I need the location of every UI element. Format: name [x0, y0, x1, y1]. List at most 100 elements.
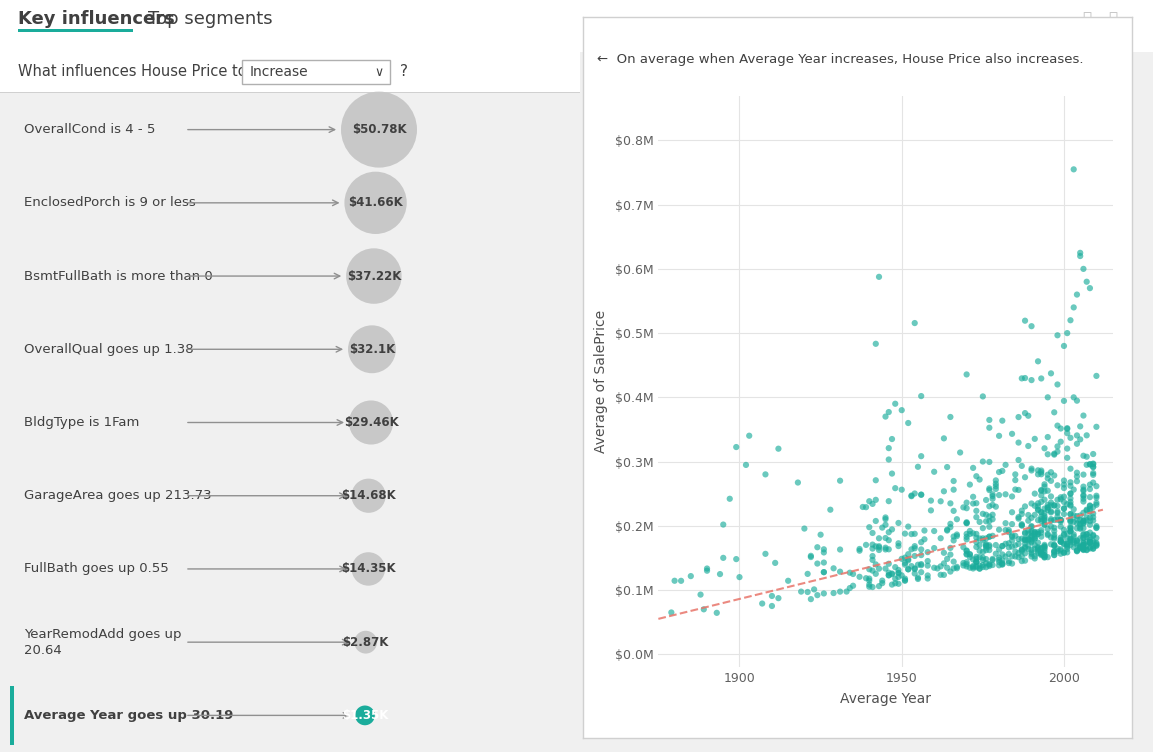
Point	[1023, 320, 1041, 332]
Point	[921, 495, 940, 507]
Point	[1042, 506, 1061, 518]
Point	[1028, 514, 1047, 526]
Point	[1084, 508, 1102, 520]
Point	[1064, 302, 1083, 314]
Point	[1009, 551, 1027, 563]
FancyBboxPatch shape	[242, 60, 390, 84]
Point	[967, 536, 986, 548]
Point	[1023, 550, 1041, 562]
Point	[844, 568, 862, 580]
Point	[960, 562, 979, 574]
Point	[860, 572, 879, 584]
Point	[1068, 535, 1086, 547]
Point	[980, 560, 998, 572]
Point	[925, 465, 943, 478]
Point	[1064, 516, 1083, 528]
Point	[883, 569, 902, 581]
Point	[941, 548, 959, 560]
Point	[971, 551, 989, 563]
Point	[1075, 496, 1093, 508]
Text: BsmtFullBath is more than 0: BsmtFullBath is more than 0	[24, 269, 213, 283]
Point	[869, 540, 888, 552]
Point	[1061, 496, 1079, 508]
Point	[1077, 544, 1095, 556]
Point	[864, 581, 882, 593]
Point	[971, 516, 989, 528]
Text: 👎: 👎	[1108, 11, 1117, 26]
Point	[1009, 547, 1027, 559]
Point	[1068, 289, 1086, 301]
Point	[1023, 520, 1041, 532]
Point	[860, 495, 879, 507]
Point	[798, 586, 816, 598]
Point	[1084, 461, 1102, 473]
Point	[1048, 514, 1067, 526]
Point	[808, 557, 827, 569]
Point	[955, 557, 973, 569]
Point	[1000, 541, 1018, 553]
Point	[1075, 489, 1093, 501]
Point	[1023, 547, 1041, 559]
Point	[1025, 509, 1043, 521]
Point	[1028, 537, 1047, 549]
Point	[1032, 507, 1050, 519]
Point	[1045, 406, 1063, 418]
Point	[1087, 497, 1106, 509]
Point	[977, 561, 995, 573]
Point	[984, 508, 1002, 520]
Point	[937, 525, 956, 537]
Point	[899, 417, 918, 429]
Point	[1045, 549, 1063, 561]
Point	[1032, 511, 1050, 523]
Point	[957, 502, 975, 514]
Point	[1075, 522, 1093, 534]
Point	[921, 505, 940, 517]
Point	[984, 493, 1002, 505]
Point	[1039, 502, 1057, 514]
Point	[1019, 534, 1038, 546]
Point	[841, 582, 859, 594]
Point	[1068, 517, 1086, 529]
Point	[1012, 505, 1031, 517]
Point	[812, 529, 830, 541]
Point	[1032, 496, 1050, 508]
Point	[1061, 487, 1079, 499]
Point	[1055, 538, 1073, 550]
Text: Key influencers: Key influencers	[18, 10, 175, 28]
Point	[1061, 476, 1079, 488]
Point	[698, 565, 716, 577]
Point	[948, 562, 966, 575]
Point	[1080, 458, 1099, 470]
Point	[1009, 511, 1027, 523]
Point	[1019, 534, 1038, 546]
Point	[821, 504, 839, 516]
Point	[798, 568, 816, 580]
Point	[973, 456, 992, 468]
Point	[698, 562, 716, 575]
Point	[1007, 468, 1025, 481]
Point	[876, 562, 895, 575]
Point	[892, 569, 911, 581]
Point	[990, 556, 1009, 568]
Point	[1000, 548, 1018, 560]
Point	[980, 544, 998, 556]
Point	[831, 475, 850, 487]
Point	[977, 541, 995, 553]
Point	[957, 544, 975, 556]
Point	[980, 483, 998, 495]
Point	[876, 544, 895, 556]
Point	[886, 482, 904, 494]
Point	[1035, 550, 1054, 562]
Point	[1025, 500, 1043, 512]
Point	[1052, 534, 1070, 546]
Point	[815, 543, 834, 555]
Point	[1064, 484, 1083, 496]
Point	[990, 489, 1009, 501]
Point	[944, 535, 963, 547]
Point	[1058, 528, 1077, 540]
Point	[909, 559, 927, 571]
Point	[880, 543, 898, 555]
Point	[1039, 504, 1057, 516]
Point	[1025, 528, 1043, 540]
Point	[1025, 532, 1043, 544]
